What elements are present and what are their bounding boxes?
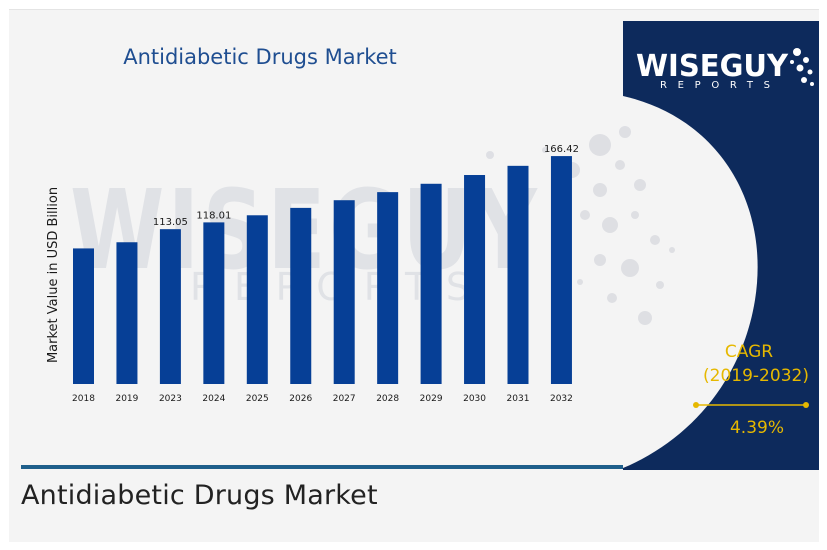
bar-2019 xyxy=(116,242,138,384)
x-tick-label-2031: 2031 xyxy=(507,394,530,404)
x-tick-label-2029: 2029 xyxy=(420,394,443,404)
x-tick-label-2025: 2025 xyxy=(246,394,269,404)
x-tick-label-2032: 2032 xyxy=(550,394,573,404)
bar-2028 xyxy=(377,192,399,384)
brand-logo: WISEGUY REPORTS xyxy=(636,48,814,91)
x-tick-label-2026: 2026 xyxy=(289,394,312,404)
x-tick-label-2024: 2024 xyxy=(202,394,225,404)
data-label-2023: 113.05 xyxy=(153,217,188,228)
data-label-2024: 118.01 xyxy=(196,210,231,221)
bar-2024 xyxy=(203,222,225,384)
panel-moon-curve xyxy=(623,96,758,468)
data-labels: 113.05 118.01 166.42 xyxy=(153,144,579,228)
bar-2031 xyxy=(507,165,529,384)
bar-2023 xyxy=(159,229,181,384)
logo-subtitle: REPORTS xyxy=(660,80,770,91)
cagr-divider xyxy=(693,402,809,408)
data-label-2032: 166.42 xyxy=(544,144,579,155)
page-caption: Antidiabetic Drugs Market xyxy=(21,480,378,511)
cagr-period: (2019-2032) xyxy=(703,366,809,386)
x-tick-label-2028: 2028 xyxy=(376,394,399,404)
cagr-label: CAGR xyxy=(725,342,773,362)
bar-2032 xyxy=(550,156,572,384)
x-tick-label-2019: 2019 xyxy=(115,394,138,404)
bar-2026 xyxy=(290,207,312,384)
logo-wordmark: WISEGUY xyxy=(636,49,789,84)
bar-2025 xyxy=(246,215,268,384)
y-axis-label: Market Value in USD Billion xyxy=(46,187,61,363)
bar-series xyxy=(73,156,572,384)
x-axis-ticks: 2018 2019 2023 2024 2025 2026 2027 2028 2029 2030… xyxy=(72,394,573,404)
accent-rule xyxy=(21,465,623,469)
cagr-value: 4.39% xyxy=(730,418,784,438)
x-tick-label-2018: 2018 xyxy=(72,394,95,404)
bar-2027 xyxy=(333,200,355,384)
bar-2018 xyxy=(73,248,94,384)
bar-2029 xyxy=(420,183,442,384)
x-tick-label-2027: 2027 xyxy=(333,394,356,404)
x-tick-label-2030: 2030 xyxy=(463,394,486,404)
logo-head-icon xyxy=(790,48,814,86)
bar-2030 xyxy=(464,175,486,384)
chart-title: Antidiabetic Drugs Market xyxy=(123,45,397,69)
x-tick-label-2023: 2023 xyxy=(159,394,182,404)
